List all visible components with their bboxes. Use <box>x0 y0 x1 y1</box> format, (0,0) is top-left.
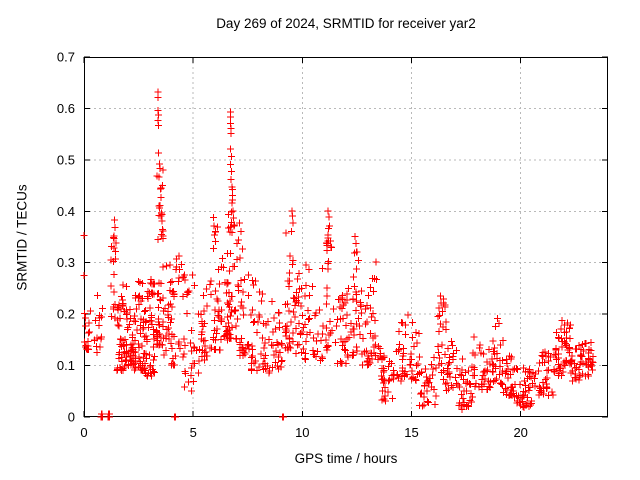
y-tick-label: 0 <box>68 410 75 425</box>
y-tick-label: 0.4 <box>57 204 75 219</box>
x-tick-label: 10 <box>295 425 309 440</box>
chart-title: Day 269 of 2024, SRMTID for receiver yar… <box>216 16 476 31</box>
y-tick-label: 0.1 <box>57 358 75 373</box>
x-tick-label: 5 <box>190 425 197 440</box>
x-axis-label: GPS time / hours <box>294 451 398 466</box>
x-tick-label: 0 <box>80 425 87 440</box>
y-tick-label: 0.2 <box>57 307 75 322</box>
y-tick-label: 0.3 <box>57 255 75 270</box>
y-tick-label: 0.5 <box>57 152 75 167</box>
x-tick-label: 15 <box>404 425 418 440</box>
data-points <box>80 88 597 421</box>
y-tick-label: 0.6 <box>57 101 75 116</box>
x-tick-label: 20 <box>513 425 527 440</box>
y-tick-label: 0.7 <box>57 50 75 65</box>
